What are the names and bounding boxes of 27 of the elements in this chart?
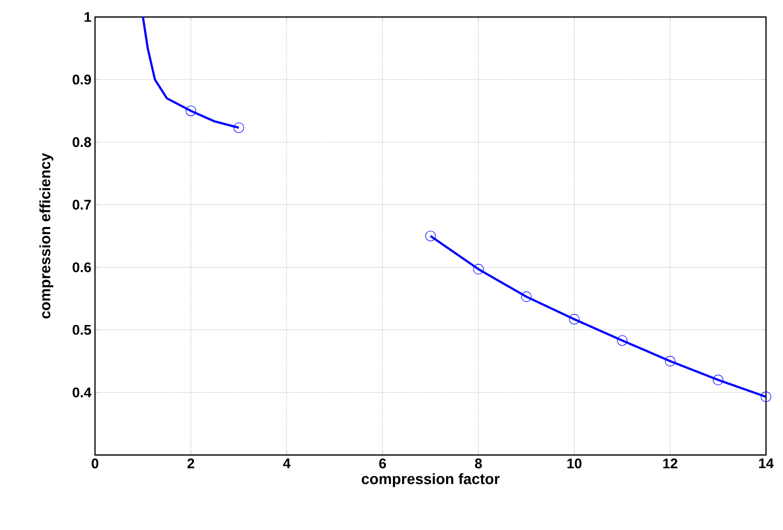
x-tick-label: 12	[663, 458, 678, 468]
y-tick-label: 0.6	[72, 262, 91, 272]
y-tick-label: 1	[84, 12, 92, 22]
x-tick-label: 2	[187, 458, 194, 468]
x-tick-label: 4	[283, 458, 291, 468]
x-tick-label: 8	[474, 458, 482, 468]
point	[473, 264, 484, 274]
point	[712, 374, 724, 386]
x-tick-label: 0	[92, 458, 98, 468]
x-axis-title: compression factor	[362, 473, 500, 488]
y-tick-label: 0.5	[72, 324, 92, 335]
point	[760, 392, 772, 402]
point	[569, 314, 580, 324]
point	[521, 291, 532, 302]
point	[664, 356, 676, 366]
y-tick-label: 0.9	[72, 74, 91, 84]
y-tick-label: 0.7	[72, 200, 91, 210]
x-tick-label: 6	[379, 458, 386, 468]
point	[616, 335, 628, 346]
point	[234, 122, 244, 134]
y-axis-title: compression efficiency	[39, 153, 54, 318]
x-tick-label: 10	[567, 458, 582, 468]
x-tick-label: 14	[759, 458, 774, 468]
y-tick-label: 0.4	[72, 387, 92, 398]
point	[425, 230, 436, 242]
y-tick-label: 0.8	[72, 137, 92, 148]
point	[186, 106, 196, 116]
